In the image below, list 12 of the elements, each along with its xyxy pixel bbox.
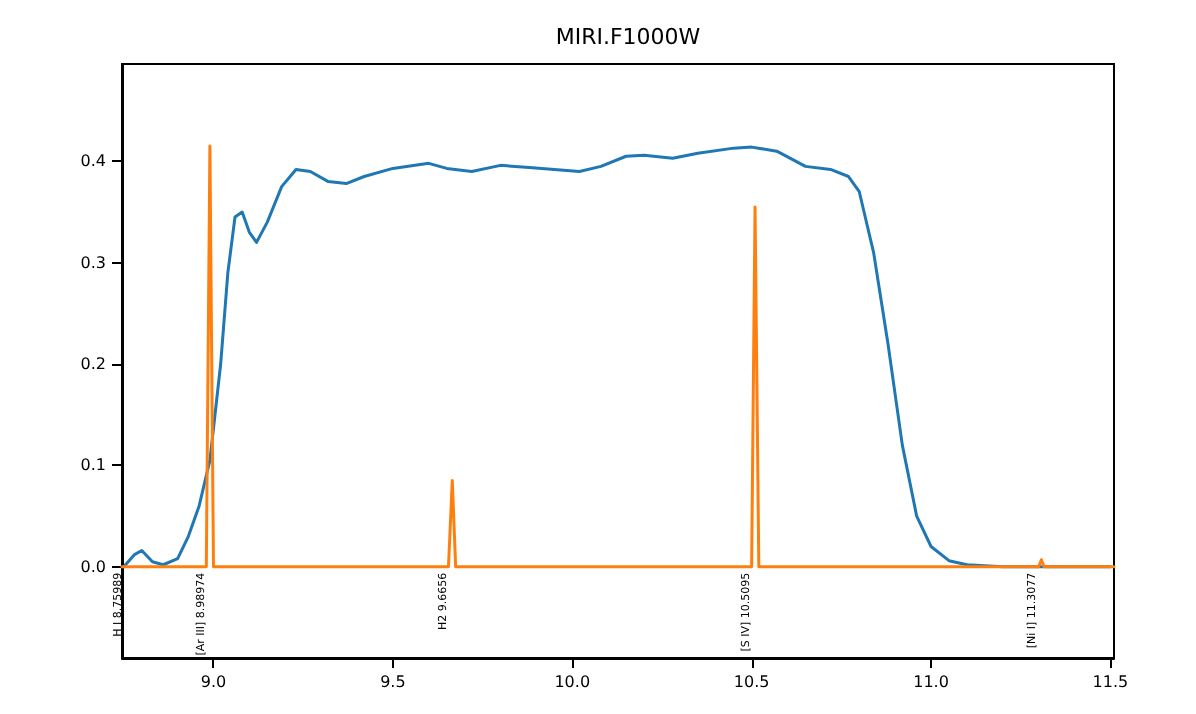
- y-tick-label: 0.4: [80, 152, 106, 171]
- x-tick-label: 11.0: [913, 673, 949, 691]
- x-tick-label: 11.5: [1092, 673, 1129, 691]
- x-tick-label: 10.0: [554, 673, 591, 691]
- y-tick-label: 0.0: [80, 557, 106, 576]
- y-tick-label: 0.2: [80, 355, 106, 374]
- x-tick-label: 9.0: [200, 673, 227, 691]
- x-tick-label: 10.5: [733, 673, 770, 691]
- chart-title: MIRI.F1000W: [555, 24, 701, 50]
- y-tick-label: 0.1: [80, 456, 106, 475]
- x-tick-label: 9.5: [380, 673, 406, 691]
- y-tick-label: 0.3: [80, 253, 106, 272]
